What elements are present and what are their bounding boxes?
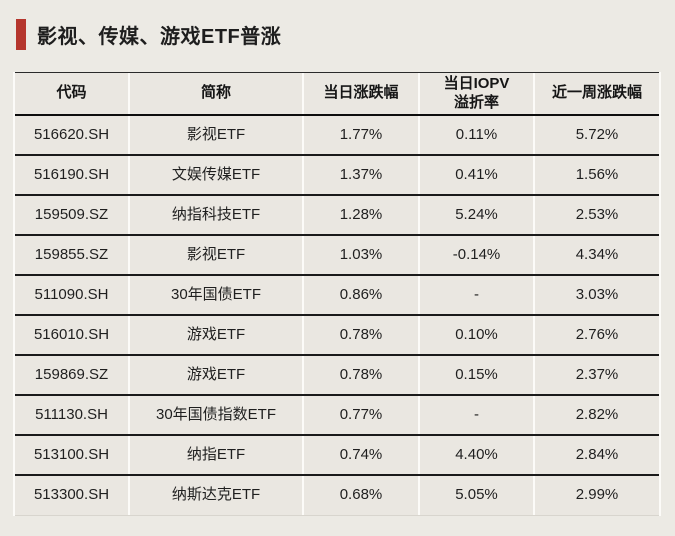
- cell-code: 511130.SH: [35, 405, 108, 423]
- table-row: 516620.SH 影视ETF 1.77% 0.11% 5.72%: [15, 116, 659, 156]
- cell-code: 513100.SH: [33, 445, 110, 463]
- cell-iopv-premium: 5.05%: [418, 476, 533, 515]
- cell-daily-change: 0.78%: [302, 356, 418, 394]
- cell-code: 159509.SZ: [34, 205, 109, 223]
- cell-name: 30年国债ETF: [128, 276, 302, 314]
- cell-daily-change: 0.74%: [302, 436, 418, 474]
- cell-name: 影视ETF: [128, 116, 302, 154]
- cell-name: 纳指ETF: [128, 436, 302, 474]
- cell-weekly-change: 2.76%: [533, 316, 659, 354]
- cell-daily-change: 1.28%: [302, 196, 418, 234]
- header-name: 简称: [128, 73, 302, 114]
- cell-weekly-change: 2.37%: [533, 356, 659, 394]
- cell-weekly-change: 2.82%: [533, 396, 659, 434]
- cell-iopv-premium: 0.11%: [418, 116, 533, 154]
- cell-name: 纳斯达克ETF: [128, 476, 302, 515]
- cell-daily-change: 0.86%: [302, 276, 418, 314]
- header-iopv-premium: 当日IOPV 溢折率: [418, 73, 533, 114]
- cell-code: 159869.SZ: [34, 365, 109, 383]
- cell-name: 纳指科技ETF: [128, 196, 302, 234]
- cell-daily-change: 1.77%: [302, 116, 418, 154]
- header-weekly-change: 近一周涨跌幅: [533, 73, 659, 114]
- cell-daily-change: 0.78%: [302, 316, 418, 354]
- cell-weekly-change: 2.99%: [533, 476, 659, 515]
- cell-code: 511090.SH: [34, 285, 109, 303]
- cell-name: 游戏ETF: [128, 316, 302, 354]
- table-header-row: 代码 简称 当日涨跌幅 当日IOPV 溢折率 近一周涨跌幅: [15, 72, 659, 116]
- table-row: 159855.SZ 影视ETF 1.03% -0.14% 4.34%: [15, 236, 659, 276]
- header-code: 代码: [56, 84, 87, 102]
- table-row: 159509.SZ 纳指科技ETF 1.28% 5.24% 2.53%: [15, 196, 659, 236]
- cell-iopv-premium: -: [418, 276, 533, 314]
- page-title: 影视、传媒、游戏ETF普涨: [37, 26, 282, 48]
- cell-code: 516190.SH: [33, 165, 110, 183]
- cell-code: 513300.SH: [33, 486, 110, 504]
- cell-iopv-premium: 0.15%: [418, 356, 533, 394]
- table-row: 513300.SH 纳斯达克ETF 0.68% 5.05% 2.99%: [15, 476, 659, 516]
- cell-weekly-change: 2.53%: [533, 196, 659, 234]
- table-row: 513100.SH 纳指ETF 0.74% 4.40% 2.84%: [15, 436, 659, 476]
- section-title-block: 影视、传媒、游戏ETF普涨: [16, 19, 281, 50]
- cell-name: 30年国债指数ETF: [128, 396, 302, 434]
- table-row: 516010.SH 游戏ETF 0.78% 0.10% 2.76%: [15, 316, 659, 356]
- cell-weekly-change: 1.56%: [533, 156, 659, 194]
- cell-daily-change: 0.68%: [302, 476, 418, 515]
- cell-code: 159855.SZ: [34, 245, 109, 263]
- cell-weekly-change: 4.34%: [533, 236, 659, 274]
- cell-weekly-change: 2.84%: [533, 436, 659, 474]
- red-accent-bar: [16, 19, 26, 50]
- table-row: 159869.SZ 游戏ETF 0.78% 0.15% 2.37%: [15, 356, 659, 396]
- cell-weekly-change: 3.03%: [533, 276, 659, 314]
- cell-daily-change: 1.03%: [302, 236, 418, 274]
- cell-name: 影视ETF: [128, 236, 302, 274]
- cell-daily-change: 0.77%: [302, 396, 418, 434]
- etf-table: 代码 简称 当日涨跌幅 当日IOPV 溢折率 近一周涨跌幅 516620.SH …: [13, 72, 661, 516]
- cell-iopv-premium: 4.40%: [418, 436, 533, 474]
- cell-code: 516620.SH: [33, 125, 110, 143]
- table-row: 511090.SH 30年国债ETF 0.86% - 3.03%: [15, 276, 659, 316]
- cell-code: 516010.SH: [33, 325, 110, 343]
- cell-iopv-premium: 0.10%: [418, 316, 533, 354]
- cell-name: 文娱传媒ETF: [128, 156, 302, 194]
- cell-weekly-change: 5.72%: [533, 116, 659, 154]
- header-daily-change: 当日涨跌幅: [302, 73, 418, 114]
- cell-iopv-premium: 0.41%: [418, 156, 533, 194]
- table-row: 511130.SH 30年国债指数ETF 0.77% - 2.82%: [15, 396, 659, 436]
- cell-name: 游戏ETF: [128, 356, 302, 394]
- cell-iopv-premium: 5.24%: [418, 196, 533, 234]
- table-row: 516190.SH 文娱传媒ETF 1.37% 0.41% 1.56%: [15, 156, 659, 196]
- cell-iopv-premium: -: [418, 396, 533, 434]
- cell-iopv-premium: -0.14%: [418, 236, 533, 274]
- cell-daily-change: 1.37%: [302, 156, 418, 194]
